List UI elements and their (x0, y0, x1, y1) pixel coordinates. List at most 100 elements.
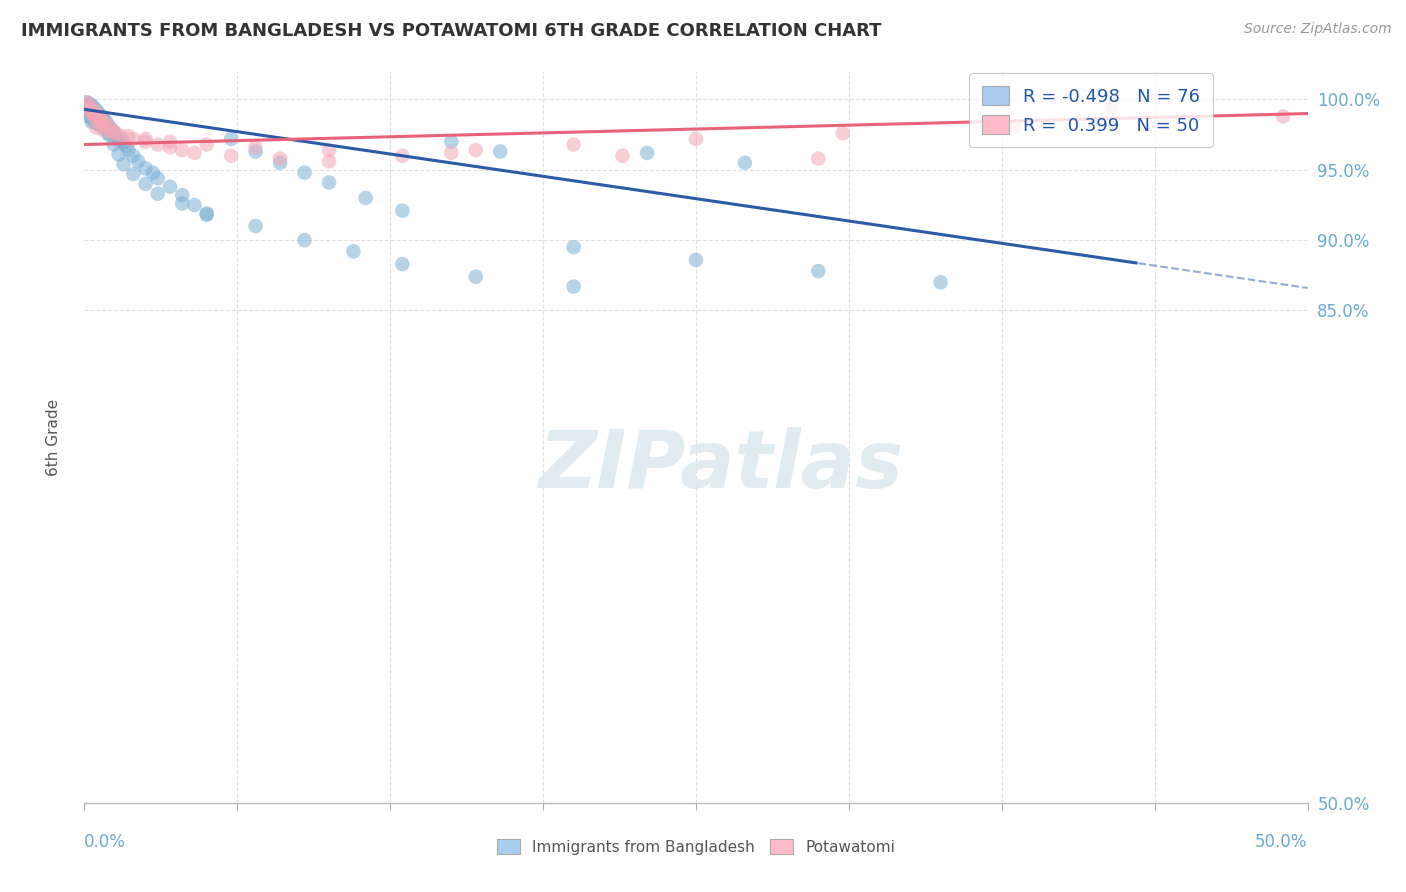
Point (342, 244, 364, 259)
Point (294, 233, 316, 247)
Point (87, 118, 110, 132)
Point (87, 109, 110, 123)
Point (734, 156, 756, 170)
Point (440, 145, 463, 160)
Point (245, 219, 267, 233)
Text: Source: ZipAtlas.com: Source: ZipAtlas.com (1244, 22, 1392, 37)
Point (183, 145, 205, 160)
Point (636, 145, 658, 160)
Point (195, 208, 218, 222)
Point (90, 118, 112, 132)
Point (159, 140, 181, 154)
Point (391, 203, 413, 218)
Point (146, 171, 169, 186)
Point (103, 125, 125, 139)
Point (172, 188, 194, 202)
Point (245, 140, 267, 154)
Point (107, 147, 129, 161)
Point (391, 257, 413, 271)
Point (831, 126, 853, 140)
Point (122, 132, 145, 146)
Point (269, 152, 291, 166)
Point (96, 118, 118, 132)
Point (1272, 109, 1295, 123)
Point (86, 112, 108, 127)
Point (146, 186, 169, 201)
Point (807, 264, 830, 278)
Legend: Immigrants from Bangladesh, Potawatomi: Immigrants from Bangladesh, Potawatomi (491, 833, 901, 861)
Point (86, 120, 108, 135)
Point (77, 101, 100, 115)
Point (87, 106, 110, 120)
Point (77, 103, 100, 118)
Point (83, 103, 105, 118)
Point (80, 101, 103, 115)
Point (440, 135, 463, 149)
Point (86, 106, 108, 120)
Point (80, 103, 103, 117)
Point (294, 166, 316, 180)
Point (80, 106, 103, 120)
Point (105, 126, 128, 140)
Point (464, 143, 486, 157)
Point (219, 132, 242, 146)
Point (76, 101, 98, 115)
Point (77, 105, 100, 120)
Point (83, 109, 105, 123)
Point (172, 196, 194, 211)
Point (318, 154, 340, 169)
Point (159, 179, 181, 194)
Point (122, 167, 145, 181)
Point (80, 111, 103, 125)
Text: 0.0%: 0.0% (84, 833, 127, 851)
Point (100, 122, 122, 136)
Point (183, 198, 205, 212)
Point (103, 137, 125, 152)
Point (103, 126, 125, 140)
Point (93, 123, 115, 137)
Point (562, 240, 585, 254)
Point (93, 115, 115, 129)
Point (80, 115, 103, 129)
Point (117, 129, 139, 144)
Point (87, 111, 110, 125)
Point (612, 149, 634, 163)
Point (354, 191, 377, 205)
Point (90, 109, 112, 123)
Point (135, 161, 157, 176)
Point (107, 133, 129, 147)
Point (100, 123, 122, 137)
Point (117, 143, 139, 157)
Point (195, 206, 218, 220)
Point (86, 108, 108, 122)
Point (110, 129, 132, 144)
Point (135, 177, 157, 191)
Point (80, 106, 103, 120)
Point (83, 113, 105, 128)
Point (135, 132, 157, 146)
Point (93, 112, 115, 127)
Point (90, 112, 112, 127)
Point (97, 128, 120, 142)
Point (112, 136, 135, 150)
Text: 50.0%: 50.0% (1256, 833, 1308, 851)
Point (86, 116, 108, 130)
Point (318, 143, 340, 157)
Point (83, 109, 105, 123)
Point (245, 145, 267, 159)
Point (929, 276, 952, 290)
Point (77, 98, 100, 112)
Point (146, 137, 169, 152)
Point (105, 129, 128, 144)
Point (159, 135, 181, 149)
Point (112, 157, 135, 171)
Point (135, 135, 157, 149)
Point (87, 115, 110, 129)
Point (97, 120, 120, 135)
Point (219, 149, 242, 163)
Point (77, 109, 100, 123)
Point (76, 95, 98, 110)
Point (86, 103, 108, 118)
Point (76, 103, 98, 118)
Point (90, 115, 112, 129)
